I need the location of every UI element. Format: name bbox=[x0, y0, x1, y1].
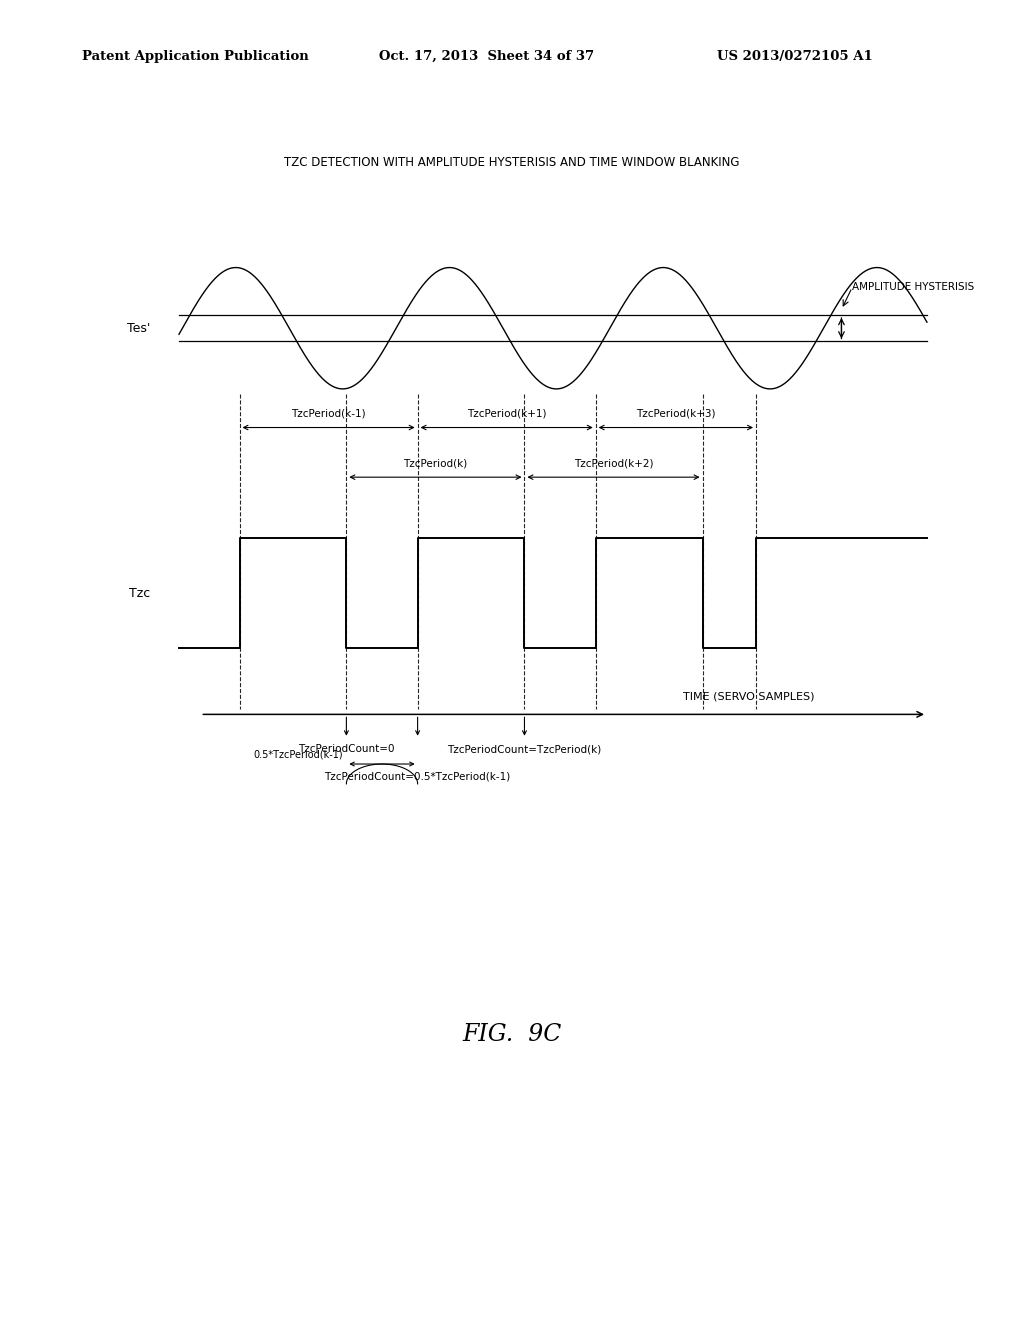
Text: TzcPeriod(k): TzcPeriod(k) bbox=[403, 458, 468, 469]
Text: TzcPeriod(k-1): TzcPeriod(k-1) bbox=[291, 409, 366, 418]
Text: FIG.  9C: FIG. 9C bbox=[462, 1023, 562, 1045]
Text: TIME (SERVO SAMPLES): TIME (SERVO SAMPLES) bbox=[683, 692, 815, 701]
Text: TzcPeriod(k+1): TzcPeriod(k+1) bbox=[467, 409, 547, 418]
Text: US 2013/0272105 A1: US 2013/0272105 A1 bbox=[717, 50, 872, 63]
Text: Tzc: Tzc bbox=[129, 586, 151, 599]
Text: TzcPeriodCount=0.5*TzcPeriod(k-1): TzcPeriodCount=0.5*TzcPeriod(k-1) bbox=[325, 772, 511, 781]
Text: TzcPeriodCount=TzcPeriod(k): TzcPeriodCount=TzcPeriod(k) bbox=[447, 744, 601, 754]
Text: AMPLITUDE HYSTERISIS: AMPLITUDE HYSTERISIS bbox=[852, 282, 975, 292]
Text: Oct. 17, 2013  Sheet 34 of 37: Oct. 17, 2013 Sheet 34 of 37 bbox=[379, 50, 594, 63]
Text: TzcPeriod(k+3): TzcPeriod(k+3) bbox=[636, 409, 716, 418]
Text: TzcPeriodCount=0: TzcPeriodCount=0 bbox=[298, 744, 394, 754]
Text: TZC DETECTION WITH AMPLITUDE HYSTERISIS AND TIME WINDOW BLANKING: TZC DETECTION WITH AMPLITUDE HYSTERISIS … bbox=[285, 156, 739, 169]
Text: Patent Application Publication: Patent Application Publication bbox=[82, 50, 308, 63]
Text: 0.5*TzcPeriod(k-1): 0.5*TzcPeriod(k-1) bbox=[253, 750, 343, 759]
Text: TzcPeriod(k+2): TzcPeriod(k+2) bbox=[573, 458, 653, 469]
Text: Tes': Tes' bbox=[127, 322, 151, 335]
